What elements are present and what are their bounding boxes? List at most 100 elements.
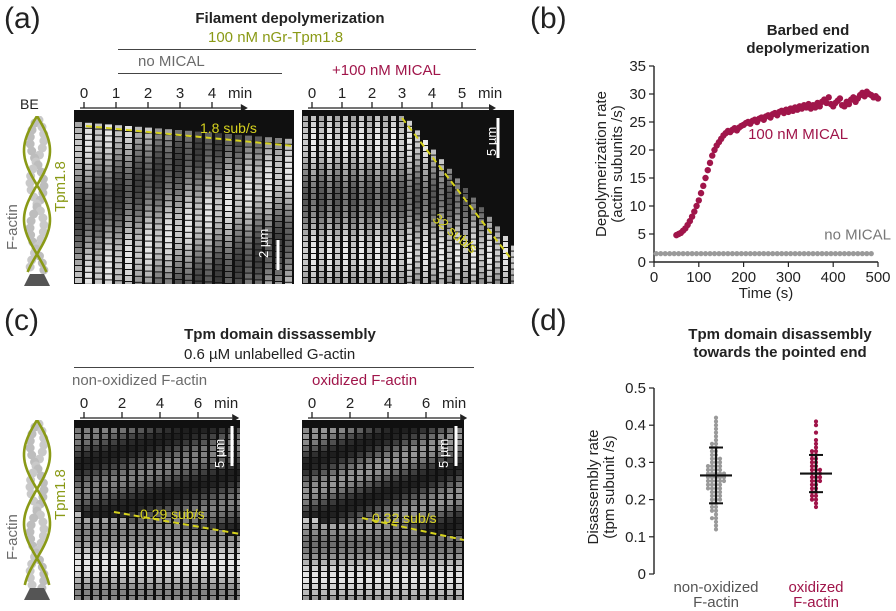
kymo-c-left-pixel: [129, 530, 135, 535]
kymo-a-right-pixel: [383, 260, 388, 265]
d-point: [709, 490, 715, 495]
kymo-c-right-pixel: [366, 506, 372, 511]
kymo-a-right-pixel: [383, 140, 388, 145]
kymo-a-left-pixel: [105, 172, 112, 178]
kymo-a-left-pixel: [105, 280, 112, 284]
kymo-c-right-pixel: [357, 560, 363, 565]
kymo-c-right-pixel: [402, 542, 408, 547]
panel-a-diagram-factin: F-actin: [4, 204, 21, 250]
kymo-c-right-pixel: [456, 464, 462, 469]
kymo-a-left-pixel: [195, 197, 202, 203]
kymo-c-left-pixel: [192, 530, 198, 535]
kymo-c-right-pixel: [348, 536, 354, 541]
kymo-c-left-pixel: [129, 482, 135, 487]
kymo-a-right-pixel: [423, 182, 428, 187]
kymo-a-left-pixel: [195, 143, 202, 149]
kymo-a-left-pixel: [245, 165, 252, 171]
kymo-c-right-pixel: [303, 554, 309, 559]
kymo-a-right-pixel: [375, 212, 380, 217]
kymo-a-left-pixel: [135, 186, 142, 192]
kymo-c-right-pixel: [402, 530, 408, 535]
kymo-a-right-pixel: [463, 242, 468, 247]
kymo-c-left-pixel: [120, 524, 126, 529]
kymo-c-left-pixel: [147, 464, 153, 469]
kymo-c-left-pixel: [84, 446, 90, 451]
kymo-c-left-pixel: [156, 536, 162, 541]
kymo-a-right-pixel: [447, 174, 452, 180]
kymo-a-left-pixel: [115, 155, 122, 161]
kymo-c-right-pixel: [447, 488, 453, 493]
kymo-a-left-pixel: [235, 200, 242, 206]
kymo-a-left-pixel: [215, 283, 222, 284]
kymo-a-left-pixel: [145, 175, 152, 181]
kymo-c-left-pixel: [237, 584, 240, 589]
kymo-c-left-pixel: [120, 542, 126, 547]
kymo-a-left-pixel: [285, 186, 292, 192]
kymo-c-right-pixel: [393, 578, 399, 583]
kymo-c-left-pixel: [93, 482, 99, 487]
kymo-c-left-pixel: [219, 566, 225, 571]
kymo-c-left-pixel: [237, 560, 240, 565]
kymo-c-left-pixel: [111, 494, 117, 499]
kymo-a-left-pixel: [125, 270, 132, 275]
kymo-a-right-pixel: [375, 272, 380, 277]
b-nomical-point: [770, 251, 776, 257]
kymo-a-right-pixel: [367, 152, 372, 157]
kymo-a-left-pixel: [215, 259, 222, 265]
kymo-a-right-pixel: [327, 260, 332, 265]
kymo-c-left-pixel: [84, 488, 90, 493]
kymo-a-right-pixel: [327, 146, 332, 151]
kymo-a-right-pixel: [303, 176, 308, 181]
d-point: [817, 478, 823, 484]
kymo-c-left-pixel: [192, 476, 198, 481]
b-nomical-point: [805, 251, 812, 257]
kymo-c-left-pixel: [192, 536, 198, 541]
kymo-c-left-pixel: [102, 536, 108, 541]
kymo-a-right-pixel: [431, 263, 436, 269]
kymo-c-right-pixel: [357, 494, 363, 499]
kymo-c-left-pixel: [174, 542, 180, 547]
kymo-a-right-pixel: [439, 171, 444, 177]
b-mical-point: [700, 182, 707, 190]
kymo-c-left-pixel: [192, 554, 198, 559]
kymo-a-left-pixel: [105, 184, 112, 190]
panel-c-title: Tpm domain dissassembly: [184, 326, 376, 343]
kymo-a-left-pixel: [125, 252, 132, 257]
kymo-c-right-pixel: [411, 566, 417, 571]
kymo-a-left-pixel: [265, 209, 272, 215]
b-y-tick-label: 30: [629, 86, 646, 103]
kymo-c-right-pixel: [330, 566, 336, 571]
kymo-a-left-pixel: [235, 254, 242, 260]
kymo-a-right-pixel: [335, 176, 340, 181]
kymo-a-left-pixel: [95, 147, 102, 153]
kymo-a-left-pixel: [95, 237, 102, 243]
kymo-c-left-pixel: [138, 554, 144, 559]
kymo-a-right-pixel: [495, 244, 500, 250]
kymo-c-right-pixel: [420, 434, 426, 439]
kymo-c-left-pixel: [210, 548, 216, 553]
kymo-a-left-pixel: [165, 177, 172, 183]
kymo-a-left-pixel: [245, 279, 252, 284]
kymo-c-right-pixel: [357, 554, 363, 559]
kymo-c-left-pixel: [174, 536, 180, 541]
kymo-a-right-pixel: [383, 278, 388, 283]
kymo-c-right-pixel: [303, 542, 309, 547]
kymo-a-left-pixel: [245, 195, 252, 201]
kymo-c-left-pixel: [147, 512, 153, 517]
kymo-a-left-pixel: [165, 261, 172, 267]
kymo-a-right-pixel: [327, 248, 332, 253]
kymo-c-right-pixel: [411, 452, 417, 457]
kymo-c-left-pixel: [219, 446, 225, 451]
kymo-c-right-pixel: [429, 452, 435, 457]
kymo-a-left-pixel: [105, 142, 112, 148]
kymo-a-right-pixel: [351, 170, 356, 175]
kymo-c-left-pixel: [174, 506, 180, 511]
diagram-c-actin-subunit: [27, 450, 37, 460]
kymo-c-right-pixel: [402, 446, 408, 451]
kymo-c-left-pixel: [228, 488, 234, 493]
kymo-a-right-pixel: [431, 203, 436, 209]
kymo-a-left-pixel: [175, 148, 182, 153]
kymo-c-right-pixel: [411, 584, 417, 589]
kymo-c-right-pixel: [384, 584, 390, 589]
kymo-a-left-pixel: [185, 202, 192, 208]
